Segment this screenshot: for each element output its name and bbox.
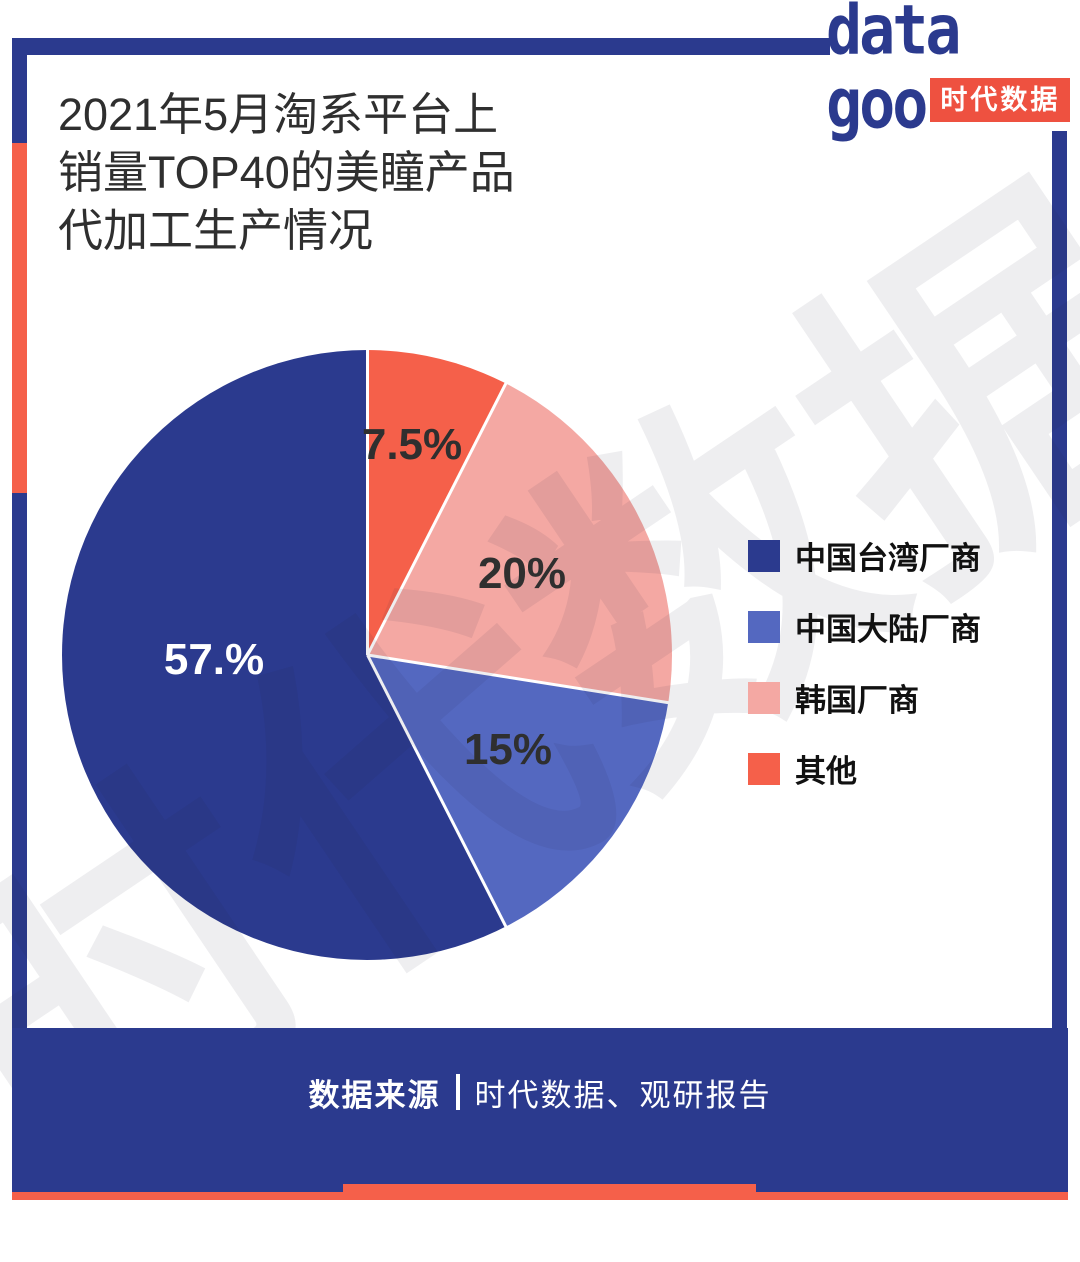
legend-item-korea: 韩国厂商 [748, 675, 981, 720]
page-title: 2021年5月淘系平台上 销量TOP40的美瞳产品 代加工生产情况 [58, 86, 515, 260]
frame-top-bar [12, 38, 830, 55]
pie-chart [62, 350, 672, 960]
legend-swatch [748, 539, 780, 572]
legend-label: 其他 [795, 754, 857, 789]
footer-text: 数据来源 时代数据、观研报告 [309, 1070, 772, 1115]
legend-label: 韩国厂商 [795, 683, 919, 718]
legend-item-other: 其他 [748, 746, 981, 791]
logo-row2: goo 时代数据 [826, 70, 1071, 139]
legend-item-mainland: 中国大陆厂商 [748, 604, 981, 649]
datagoo-logo: data goo 时代数据 [826, 0, 1071, 139]
legend-swatch [748, 752, 780, 785]
logo-word-goo: goo [826, 64, 928, 145]
footer-source-label: 数据来源 [308, 1077, 441, 1113]
pie-slice-divider [365, 350, 369, 655]
title-line-1: 2021年5月淘系平台上 [58, 89, 499, 140]
legend: 中国台湾厂商 中国大陆厂商 韩国厂商 其他 [748, 533, 981, 817]
title-line-3: 代加工生产情况 [58, 205, 374, 256]
title-line-2: 销量TOP40的美瞳产品 [58, 147, 515, 198]
footer-source-text: 时代数据、观研报告 [474, 1077, 772, 1113]
legend-label: 中国大陆厂商 [795, 612, 981, 647]
legend-label: 中国台湾厂商 [795, 541, 981, 576]
frame-right-bar [1052, 131, 1067, 1192]
logo-badge: 时代数据 [930, 78, 1071, 122]
legend-item-taiwan: 中国台湾厂商 [748, 533, 981, 578]
footer-band: 数据来源 时代数据、观研报告 [12, 1028, 1068, 1192]
bottom-coral-strip [12, 1192, 1068, 1200]
frame-left-accent-bar [12, 143, 27, 493]
legend-swatch [748, 681, 780, 714]
footer-divider-bar [455, 1074, 460, 1110]
legend-swatch [748, 610, 780, 643]
logo-word-data: data [826, 0, 962, 71]
